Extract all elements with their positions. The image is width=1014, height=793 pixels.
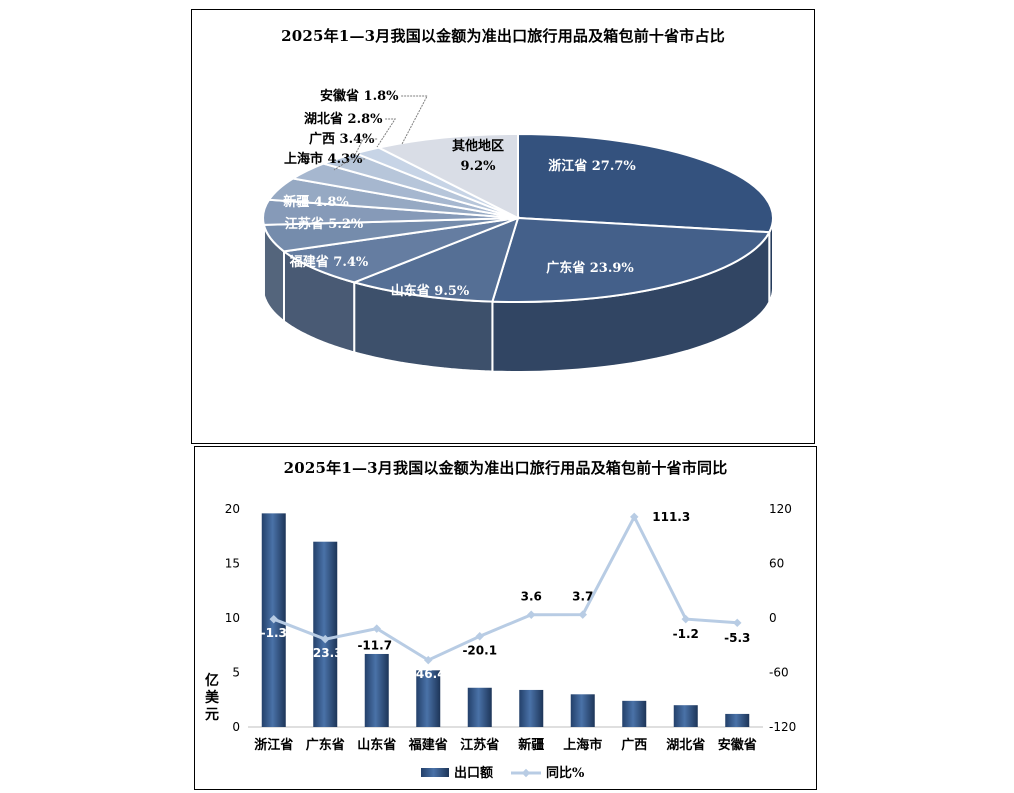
pie-leader-上海市 — [333, 158, 366, 171]
line-label-山东省: -11.7 — [357, 639, 392, 653]
bar-安徽省 — [725, 713, 750, 727]
bar-广东省 — [313, 541, 338, 727]
pie-label-浙江省: 浙江省 27.7% — [548, 158, 636, 174]
line-label-广东省: -23.3 — [308, 646, 343, 660]
combo-legend: 出口额 同比% — [421, 765, 585, 781]
bar-上海市 — [570, 694, 595, 727]
x-tick-湖北省: 湖北省 — [666, 737, 705, 753]
y-right-tick--60: -60 — [769, 666, 789, 680]
y-right-tick--120: -120 — [769, 720, 796, 734]
line-label-安徽省: -5.3 — [724, 631, 750, 645]
pie-leader-安徽省 — [401, 95, 428, 145]
bar-山东省 — [364, 653, 389, 727]
y-right-tick-0: 0 — [769, 611, 777, 625]
pie-slice-浙江省 — [517, 132, 774, 234]
bar-湖北省 — [673, 705, 698, 727]
x-tick-上海市: 上海市 — [563, 737, 602, 753]
pie-slice-广东省 — [491, 216, 771, 304]
y-left-tick-10: 10 — [225, 611, 240, 625]
line-point-新疆 — [527, 610, 536, 619]
legend-bar-swatch — [421, 768, 449, 777]
y-right-tick-120: 120 — [769, 502, 792, 516]
pie-slice-其他地区 — [375, 132, 519, 220]
pie-label-广东省: 广东省 23.9% — [546, 260, 634, 276]
combo-bars — [261, 513, 750, 727]
pie-label-other-name: 其他地区 — [452, 138, 504, 154]
line-label-新疆: 3.6 — [521, 590, 542, 604]
line-label-福建省: -46.4 — [411, 667, 446, 681]
combo-line — [269, 512, 742, 665]
y-left-label-char: 元 — [205, 707, 219, 723]
pie-leader-湖北省 — [376, 118, 397, 148]
line-yoy — [273, 513, 738, 662]
legend-bar-label: 出口额 — [454, 765, 493, 781]
legend-line-marker — [521, 768, 531, 778]
combo-chart-panel: 2025年1—3月我国以金额为准出口旅行用品及箱包前十省市同比 0 5 10 15 20… — [194, 446, 817, 790]
line-label-湖北省: -1.2 — [673, 627, 699, 641]
line-point-湖北省 — [681, 614, 690, 624]
pie-leader-广西 — [354, 138, 378, 156]
x-tick-福建省: 福建省 — [408, 737, 448, 753]
line-point-浙江省 — [269, 614, 278, 624]
line-point-福建省 — [424, 655, 433, 665]
line-point-广东省 — [321, 634, 330, 644]
combo-categories: 浙江省 广东省 山东省 福建省 江苏省 新疆 上海市 广西 湖北省 安徽省 — [254, 737, 757, 753]
x-tick-山东省: 山东省 — [357, 737, 396, 753]
pie-label-上海市: 上海市 4.3% — [284, 151, 363, 167]
y-left-label-char: 亿 — [205, 672, 219, 689]
line-point-广西 — [630, 512, 639, 522]
pie-chart-title: 2025年1—3月我国以金额为准出口旅行用品及箱包前十省市占比 — [281, 27, 725, 45]
pie-chart-panel: 2025年1—3月我国以金额为准出口旅行用品及箱包前十省市占比 浙江省 27.7… — [191, 9, 815, 444]
pie-top — [262, 132, 774, 304]
combo-chart-title: 2025年1—3月我国以金额为准出口旅行用品及箱包前十省市同比 — [283, 459, 728, 477]
pie-label-江苏省: 江苏省 5.2% — [285, 216, 364, 232]
x-tick-安徽省: 安徽省 — [718, 737, 757, 753]
pie-label-安徽省: 安徽省 1.8% — [320, 88, 399, 104]
pie-label-广西: 广西 3.4% — [309, 131, 375, 147]
combo-axes: 0 5 10 15 20 -120 -60 0 60 120 亿美元 — [205, 502, 796, 734]
pie-chart-svg: 浙江省 27.7% 广东省 23.9% 山东省 9.5% 福建省 7.4% 江苏省 5.… — [262, 88, 774, 373]
y-left-tick-20: 20 — [225, 502, 240, 516]
line-point-江苏省 — [475, 632, 484, 641]
x-tick-新疆: 新疆 — [518, 737, 544, 753]
y-right-tick-60: 60 — [769, 557, 784, 571]
pie-label-湖北省: 湖北省 2.8% — [304, 111, 383, 127]
line-label-广西: 111.3 — [652, 510, 690, 524]
bar-广西 — [622, 700, 647, 727]
bar-新疆 — [519, 689, 544, 727]
bar-江苏省 — [467, 687, 492, 727]
pie-label-other-value: 9.2% — [461, 159, 497, 174]
line-label-上海市: 3.7 — [572, 590, 593, 604]
pie-side-walls — [262, 218, 774, 373]
y-left-tick-15: 15 — [225, 557, 240, 571]
line-point-安徽省 — [733, 618, 742, 628]
pie-label-新疆: 新疆 4.8% — [283, 194, 349, 210]
line-label-浙江省: -1.3 — [261, 626, 287, 640]
pie-label-福建省: 福建省 7.4% — [289, 254, 369, 270]
x-tick-江苏省: 江苏省 — [460, 737, 499, 753]
line-point-山东省 — [372, 624, 381, 633]
pie-slice-山东省 — [351, 216, 520, 303]
line-label-江苏省: -20.1 — [462, 643, 497, 657]
pie-side-新疆 — [262, 218, 265, 296]
y-left-tick-0: 0 — [232, 720, 240, 734]
y-left-label-char: 美 — [205, 689, 220, 706]
x-tick-广东省: 广东省 — [306, 737, 345, 753]
combo-line-labels: -1.3 -23.3 -11.7 -46.4 -20.1 3.6 3.7 111.3 -1.2 -… — [261, 510, 751, 681]
legend-line-label: 同比% — [546, 765, 585, 781]
x-tick-浙江省: 浙江省 — [254, 737, 293, 753]
pie-labels: 浙江省 27.7% 广东省 23.9% 山东省 9.5% 福建省 7.4% 江苏省 5.… — [283, 88, 636, 299]
y-left-tick-5: 5 — [232, 666, 240, 680]
bar-福建省 — [416, 670, 441, 727]
y-left-axis-label: 亿美元 — [205, 672, 220, 723]
pie-label-山东省: 山东省 9.5% — [391, 283, 470, 299]
x-tick-广西: 广西 — [621, 737, 647, 753]
